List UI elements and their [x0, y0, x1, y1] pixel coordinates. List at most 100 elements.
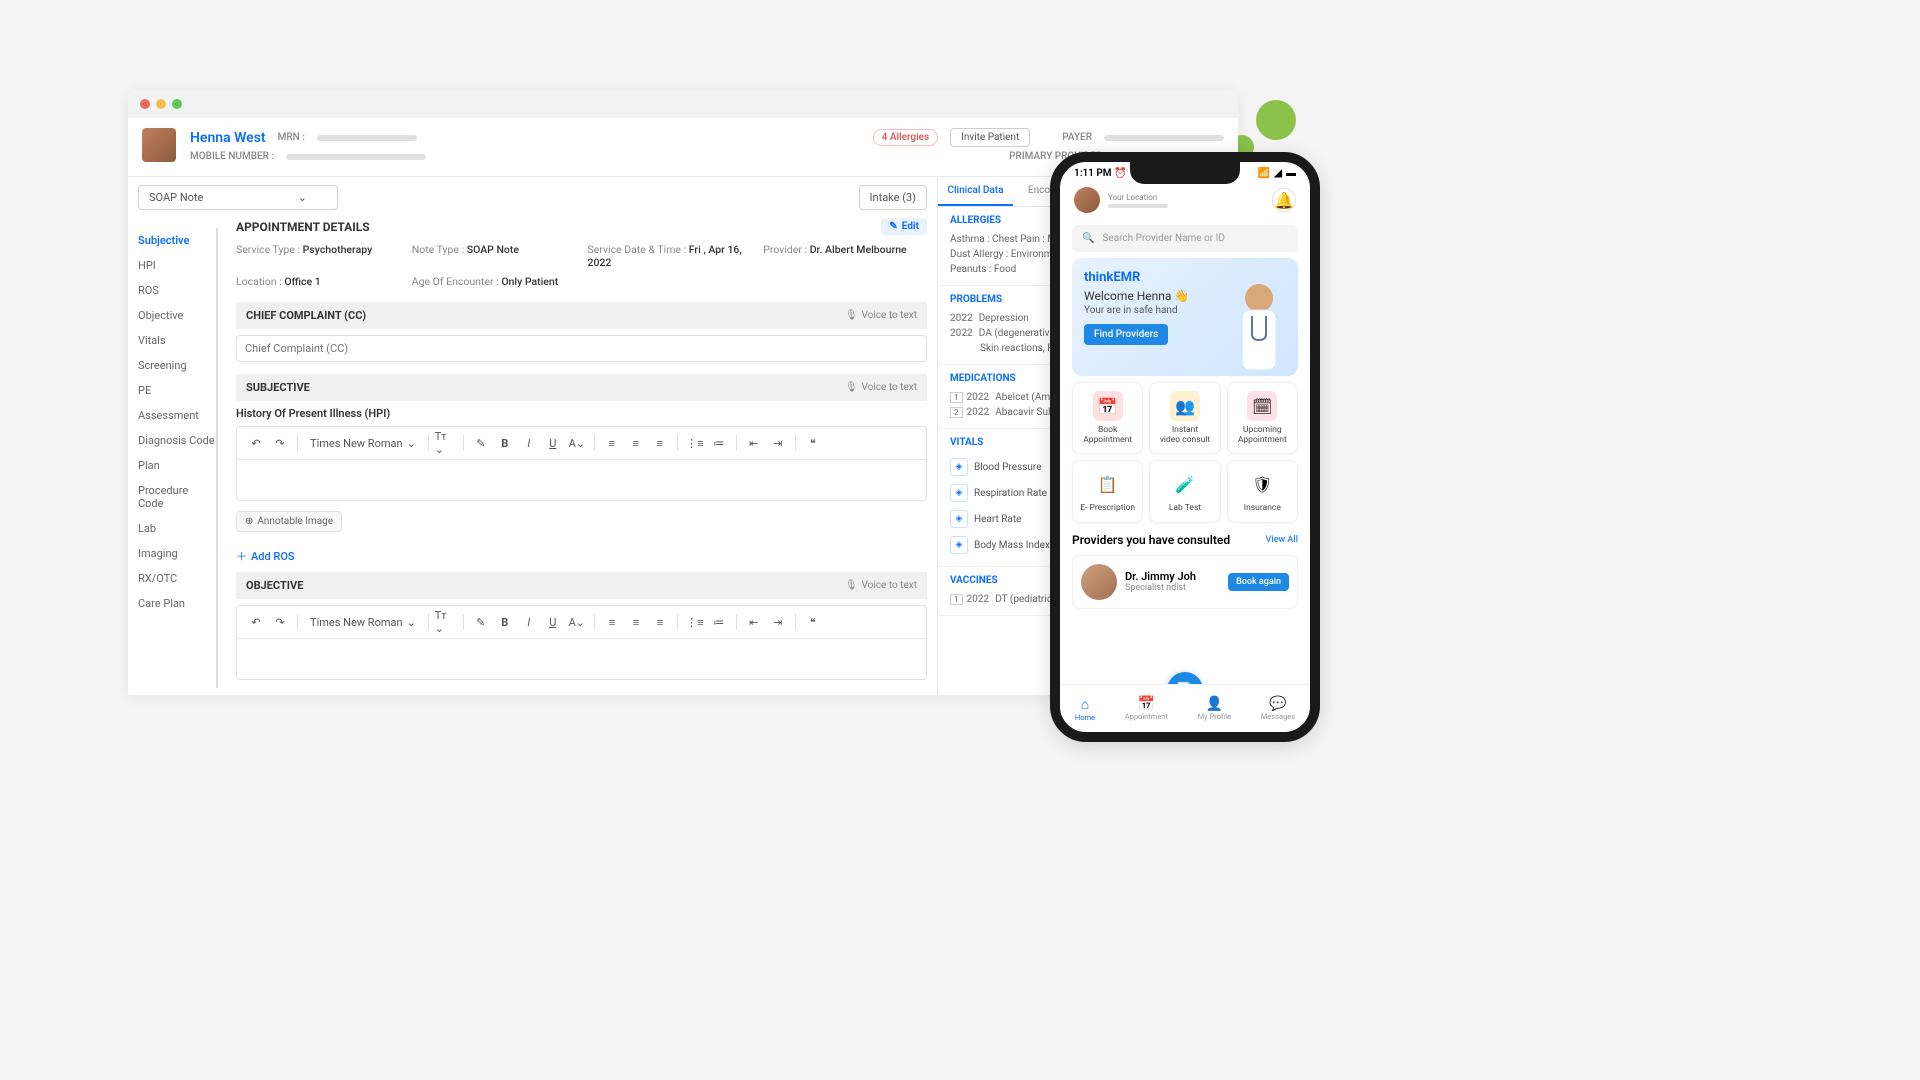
- pencil-icon: ✎: [889, 221, 897, 232]
- add-ros-button[interactable]: ＋Add ROS: [236, 548, 927, 564]
- nav-rx/otc[interactable]: RX/OTC: [138, 566, 216, 591]
- rte-tool[interactable]: B: [494, 611, 516, 633]
- notification-button[interactable]: 🔔: [1272, 188, 1296, 212]
- zoom-dot[interactable]: [172, 99, 182, 109]
- nav-plan[interactable]: Plan: [138, 453, 216, 478]
- tile-lab-test[interactable]: 🧪Lab Test: [1149, 460, 1220, 522]
- rte-tool[interactable]: ✎: [470, 611, 492, 633]
- nav-care-plan[interactable]: Care Plan: [138, 591, 216, 616]
- rte-tool[interactable]: ≔: [708, 432, 730, 454]
- rte-tool[interactable]: A⌄: [566, 611, 588, 633]
- nav-subjective[interactable]: Subjective: [138, 228, 216, 253]
- view-all-link[interactable]: View All: [1266, 535, 1298, 545]
- mic-icon: 🎙: [845, 580, 858, 591]
- rte-tool[interactable]: Tᴛ ⌄: [435, 611, 457, 633]
- tile-book-appointment[interactable]: 📅BookAppointment: [1072, 382, 1143, 454]
- provider-avatar: [1081, 564, 1117, 600]
- rte-tool[interactable]: ≡: [601, 432, 623, 454]
- font-select[interactable]: Times New Roman ⌄: [304, 616, 422, 629]
- rte-tool[interactable]: ≡: [649, 611, 671, 633]
- close-dot[interactable]: [140, 99, 150, 109]
- nav-pe[interactable]: PE: [138, 378, 216, 403]
- signal-icon: ◢: [1274, 168, 1282, 179]
- rte-tool[interactable]: ⇥: [767, 432, 789, 454]
- tile-upcoming-appointment[interactable]: 🗓UpcomingAppointment: [1227, 382, 1298, 454]
- search-placeholder: Search Provider Name or ID: [1102, 233, 1225, 244]
- nav-appointment[interactable]: 📅Appointment: [1125, 696, 1168, 721]
- annotable-image-button[interactable]: ⊕Annotable Image: [236, 511, 342, 532]
- rte-tool[interactable]: ❝: [802, 432, 824, 454]
- divider: [216, 228, 218, 688]
- search-input[interactable]: 🔍 Search Provider Name or ID: [1072, 225, 1298, 252]
- rte-tool[interactable]: ↷: [269, 611, 291, 633]
- rte-tool[interactable]: ≔: [708, 611, 730, 633]
- rte-tool[interactable]: ✎: [470, 432, 492, 454]
- voice-to-text-button[interactable]: 🎙Voice to text: [845, 382, 917, 393]
- book-again-button[interactable]: Book again: [1228, 573, 1289, 591]
- nav-diagnosis-code[interactable]: Diagnosis Code: [138, 428, 216, 453]
- objective-editor[interactable]: ↶↷Times New Roman ⌄Tᴛ ⌄✎BIUA⌄≡≡≡⋮≡≔⇤⇥❝: [236, 605, 927, 680]
- invite-patient-button[interactable]: Invite Patient: [950, 128, 1030, 147]
- allergies-badge[interactable]: 4 Allergies: [873, 129, 938, 146]
- rte-tool[interactable]: ⋮≡: [684, 611, 706, 633]
- voice-to-text-button[interactable]: 🎙Voice to text: [845, 310, 917, 321]
- tab-clinical-data[interactable]: Clinical Data: [938, 177, 1013, 206]
- minimize-dot[interactable]: [156, 99, 166, 109]
- rte-tool[interactable]: ⇤: [743, 432, 765, 454]
- hpi-editor[interactable]: ↶↷Times New Roman ⌄Tᴛ ⌄✎BIUA⌄≡≡≡⋮≡≔⇤⇥❝: [236, 426, 927, 501]
- rte-tool[interactable]: U: [542, 432, 564, 454]
- rte-tool[interactable]: I: [518, 611, 540, 633]
- rte-tool[interactable]: ↷: [269, 432, 291, 454]
- nav-lab[interactable]: Lab: [138, 516, 216, 541]
- user-avatar[interactable]: [1074, 187, 1100, 213]
- nav-assessment[interactable]: Assessment: [138, 403, 216, 428]
- mic-icon: 🎙: [845, 382, 858, 393]
- nav-screening[interactable]: Screening: [138, 353, 216, 378]
- nav-imaging[interactable]: Imaging: [138, 541, 216, 566]
- status-time: 1:11 PM: [1074, 168, 1112, 179]
- nav-procedure-code[interactable]: Procedure Code: [138, 478, 216, 516]
- rte-tool[interactable]: ⇤: [743, 611, 765, 633]
- mrn-label: MRN :: [278, 132, 305, 143]
- rte-tool[interactable]: A⌄: [566, 432, 588, 454]
- appointment-title: APPOINTMENT DETAILS: [236, 220, 370, 234]
- alarm-icon: ⏰: [1114, 168, 1126, 179]
- tile-insurance[interactable]: 🛡Insurance: [1227, 460, 1298, 522]
- rte-tool[interactable]: ⇥: [767, 611, 789, 633]
- note-type-select[interactable]: SOAP Note ⌄: [138, 185, 338, 210]
- voice-to-text-button[interactable]: 🎙Voice to text: [845, 580, 917, 591]
- chevron-down-icon: ⌄: [298, 191, 307, 204]
- find-providers-button[interactable]: Find Providers: [1084, 324, 1168, 345]
- note-type-value: SOAP Note: [149, 191, 203, 204]
- font-select[interactable]: Times New Roman ⌄: [304, 437, 422, 450]
- edit-button[interactable]: ✎ Edit: [881, 218, 927, 235]
- cc-section-title: CHIEF COMPLAINT (CC): [246, 309, 366, 322]
- rte-tool[interactable]: ❝: [802, 611, 824, 633]
- tile-instant-video-consult[interactable]: 👥Instantvideo consult: [1149, 382, 1220, 454]
- rte-tool[interactable]: ↶: [245, 611, 267, 633]
- rte-tool[interactable]: ≡: [625, 432, 647, 454]
- rte-tool[interactable]: ≡: [625, 611, 647, 633]
- rte-tool[interactable]: ⋮≡: [684, 432, 706, 454]
- search-icon: 🔍: [1082, 233, 1094, 244]
- tile-e--prescription[interactable]: 📋E- Prescription: [1072, 460, 1143, 522]
- patient-name[interactable]: Henna West: [190, 130, 266, 146]
- rte-tool[interactable]: ↶: [245, 432, 267, 454]
- rte-tool[interactable]: ≡: [601, 611, 623, 633]
- rte-tool[interactable]: ≡: [649, 432, 671, 454]
- rte-tool[interactable]: U: [542, 611, 564, 633]
- rte-tool[interactable]: B: [494, 432, 516, 454]
- nav-objective[interactable]: Objective: [138, 303, 216, 328]
- nav-my-profile[interactable]: 👤My Profile: [1198, 696, 1231, 721]
- rte-tool[interactable]: Tᴛ ⌄: [435, 432, 457, 454]
- nav-vitals[interactable]: Vitals: [138, 328, 216, 353]
- patient-avatar[interactable]: [142, 128, 176, 162]
- rte-tool[interactable]: I: [518, 432, 540, 454]
- chief-complaint-input[interactable]: [236, 335, 927, 362]
- nav-hpi[interactable]: HPI: [138, 253, 216, 278]
- provider-card[interactable]: Dr. Jimmy Joh Specialist ndist Book agai…: [1072, 555, 1298, 609]
- intake-button[interactable]: Intake (3): [859, 185, 927, 210]
- nav-home[interactable]: ⌂Home: [1075, 696, 1095, 722]
- nav-messages[interactable]: 💬Messages: [1261, 696, 1295, 721]
- nav-ros[interactable]: ROS: [138, 278, 216, 303]
